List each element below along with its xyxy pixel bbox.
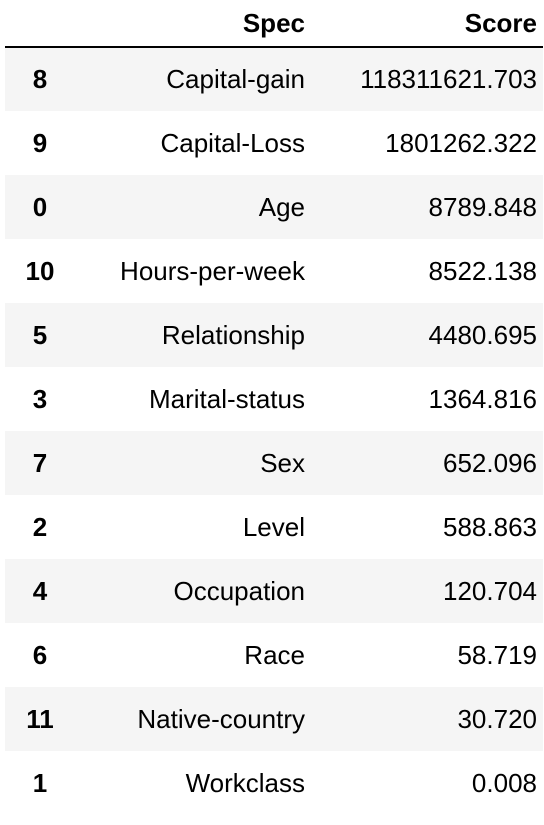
score-column-header: Score — [309, 0, 543, 48]
table-row: 4 Occupation 120.704 — [5, 559, 543, 623]
row-index: 4 — [32, 575, 48, 606]
row-index: 10 — [25, 255, 55, 286]
spec-cell: Native-country — [137, 703, 305, 734]
table-row: 7 Sex 652.096 — [5, 431, 543, 495]
table-row: 11 Native-country 30.720 — [5, 687, 543, 751]
table-row: 0 Age 8789.848 — [5, 175, 543, 239]
table-row: 9 Capital-Loss 1801262.322 — [5, 111, 543, 175]
row-index: 7 — [32, 447, 48, 478]
table-header: Spec Score — [5, 0, 543, 48]
table-row: 10 Hours-per-week 8522.138 — [5, 239, 543, 303]
index-column-header — [5, 0, 75, 48]
row-index: 11 — [26, 703, 54, 734]
table-row: 1 Workclass 0.008 — [5, 751, 543, 815]
table-row: 3 Marital-status 1364.816 — [5, 367, 543, 431]
table-row: 5 Relationship 4480.695 — [5, 303, 543, 367]
score-cell: 58.719 — [457, 639, 537, 670]
row-index: 2 — [32, 511, 48, 542]
spec-cell: Level — [242, 511, 305, 542]
score-cell: 588.863 — [443, 511, 537, 542]
table-row: 6 Race 58.719 — [5, 623, 543, 687]
spec-cell: Occupation — [173, 575, 305, 606]
score-cell: 4480.695 — [428, 319, 537, 350]
score-cell: 1364.816 — [428, 383, 537, 414]
score-cell: 652.096 — [443, 447, 537, 478]
spec-cell: Relationship — [161, 319, 305, 350]
score-cell: 118311621.703 — [360, 64, 537, 94]
row-index: 8 — [32, 64, 48, 94]
feature-score-table: Spec Score 8 Capital-gain 118311621.703 … — [5, 0, 543, 815]
row-index: 0 — [32, 191, 48, 222]
spec-cell: Marital-status — [148, 383, 305, 414]
score-cell: 8522.138 — [428, 255, 537, 286]
score-cell: 8789.848 — [428, 191, 537, 222]
row-index: 5 — [32, 319, 48, 350]
table-row: 2 Level 588.863 — [5, 495, 543, 559]
score-cell: 1801262.322 — [385, 127, 537, 158]
row-index: 1 — [32, 767, 48, 798]
spec-cell: Sex — [260, 447, 305, 478]
score-cell: 0.008 — [471, 767, 537, 798]
spec-cell: Race — [244, 639, 305, 670]
spec-cell: Capital-Loss — [160, 127, 305, 158]
row-index: 6 — [32, 639, 48, 670]
spec-cell: Workclass — [185, 767, 305, 798]
spec-cell: Hours-per-week — [120, 255, 305, 286]
score-cell: 120.704 — [443, 575, 537, 606]
spec-column-header: Spec — [75, 0, 309, 48]
score-cell: 30.720 — [457, 703, 537, 734]
header-row: Spec Score — [5, 0, 543, 48]
table-body: 8 Capital-gain 118311621.703 9 Capital-L… — [5, 47, 543, 815]
row-index: 9 — [32, 127, 48, 158]
spec-cell: Age — [258, 191, 305, 222]
spec-cell: Capital-gain — [166, 64, 305, 94]
table-row: 8 Capital-gain 118311621.703 — [5, 47, 543, 111]
row-index: 3 — [32, 383, 48, 414]
